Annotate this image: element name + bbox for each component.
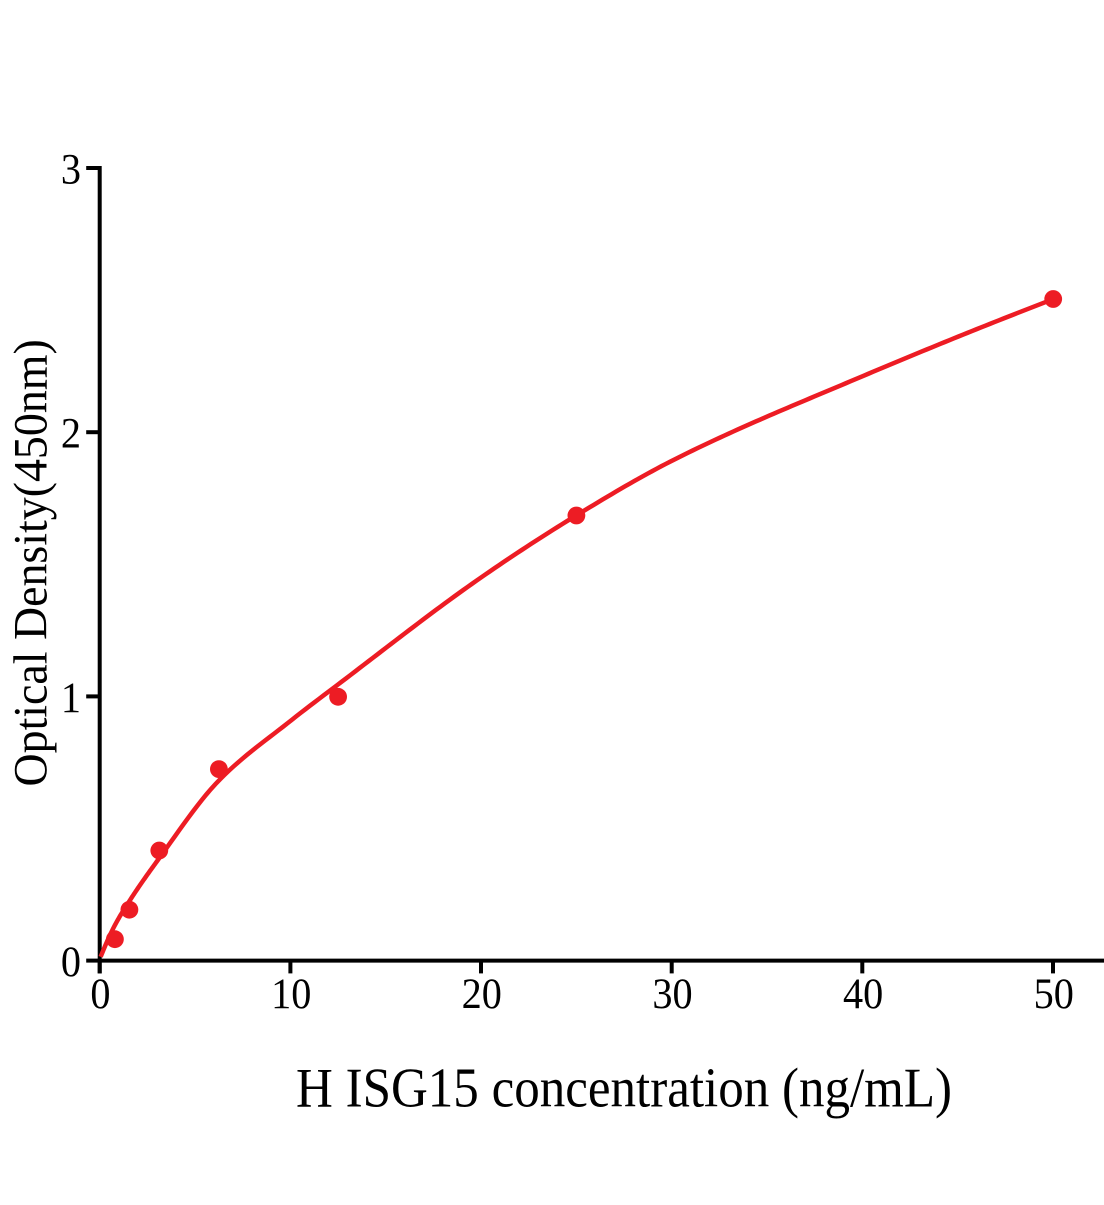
svg-text:40: 40 bbox=[843, 971, 883, 1019]
svg-text:3: 3 bbox=[61, 146, 81, 194]
svg-text:Optical Density(450nm): Optical Density(450nm) bbox=[4, 339, 57, 786]
svg-text:10: 10 bbox=[271, 971, 311, 1019]
svg-text:20: 20 bbox=[462, 971, 502, 1019]
svg-text:0: 0 bbox=[90, 971, 110, 1019]
svg-text:1: 1 bbox=[61, 675, 81, 723]
svg-text:2: 2 bbox=[61, 410, 81, 458]
svg-text:0: 0 bbox=[61, 939, 81, 987]
svg-text:30: 30 bbox=[652, 971, 692, 1019]
svg-text:50: 50 bbox=[1034, 971, 1074, 1019]
svg-text:H ISG15 concentration (ng/mL): H ISG15 concentration (ng/mL) bbox=[296, 1056, 952, 1119]
